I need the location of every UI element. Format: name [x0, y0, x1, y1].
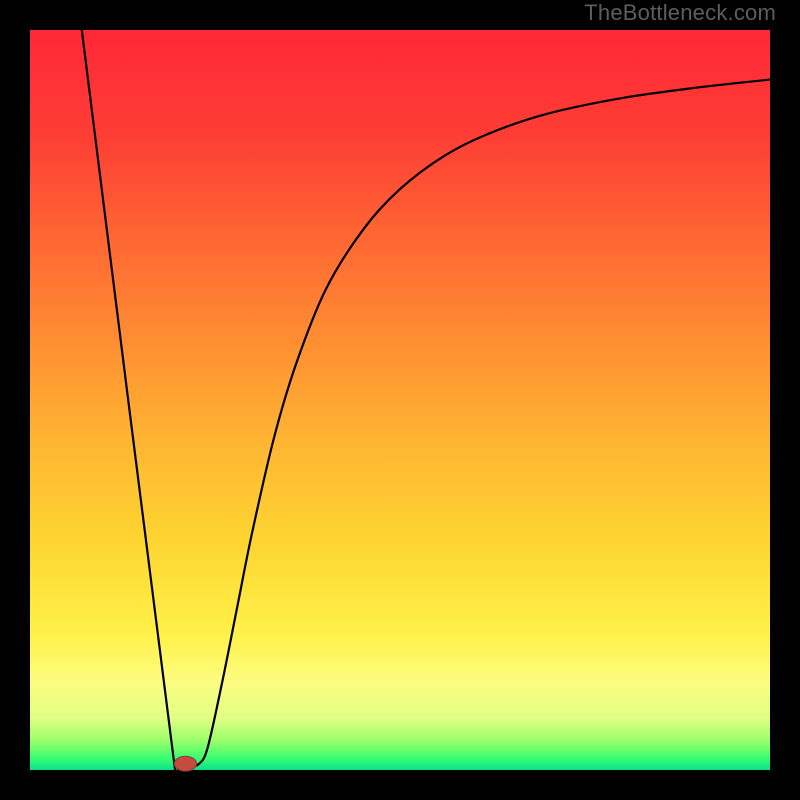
attribution-label: TheBottleneck.com — [584, 0, 776, 26]
gradient-background — [30, 30, 770, 770]
optimal-point-marker — [174, 756, 196, 771]
bottleneck-chart — [0, 0, 800, 800]
chart-container: TheBottleneck.com — [0, 0, 800, 800]
